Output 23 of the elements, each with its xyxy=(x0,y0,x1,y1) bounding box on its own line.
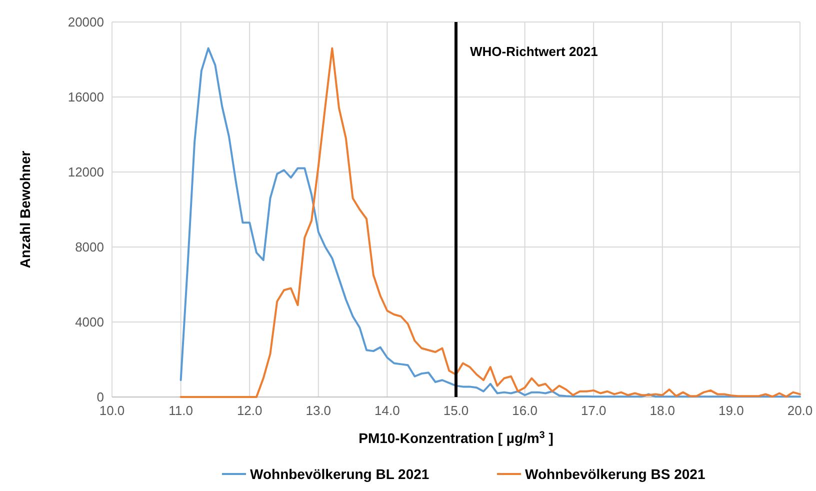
line-series xyxy=(180,47,801,398)
x-tick-label: 10.0 xyxy=(99,403,125,418)
y-tick-label: 8000 xyxy=(75,240,104,255)
y-tick-label: 20000 xyxy=(68,14,104,30)
ref-line-label: WHO-Richtwert 2021 xyxy=(470,44,598,59)
legend-label: Wohnbevölkerung BS 2021 xyxy=(525,466,706,482)
y-tick-label: 16000 xyxy=(68,90,104,105)
x-tick-label: 20.0 xyxy=(787,403,813,418)
x-axis-title: PM10-Konzentration [ µg/m$^{3}$ ] xyxy=(358,430,554,446)
x-tick-label: 18.0 xyxy=(650,403,676,418)
y-tick-label: 12000 xyxy=(68,164,104,180)
x-tick-label: 15.0 xyxy=(443,403,469,418)
x-tick-label: 12.0 xyxy=(236,403,262,418)
x-tick-label: 19.0 xyxy=(718,403,744,418)
x-tick-label: 13.0 xyxy=(306,403,332,418)
y-axis-title: Anzahl Bewohner xyxy=(17,150,33,268)
x-tick-label: 16.0 xyxy=(512,403,538,418)
x-tick-label: 17.0 xyxy=(580,403,606,418)
legend-label: Wohnbevölkerung BL 2021 xyxy=(250,466,430,482)
x-tick-label: 11.0 xyxy=(168,403,193,418)
y-tick-label: 4000 xyxy=(75,314,104,330)
x-tick-label: 14.0 xyxy=(374,403,400,418)
y-tick-label: 0 xyxy=(96,390,104,405)
